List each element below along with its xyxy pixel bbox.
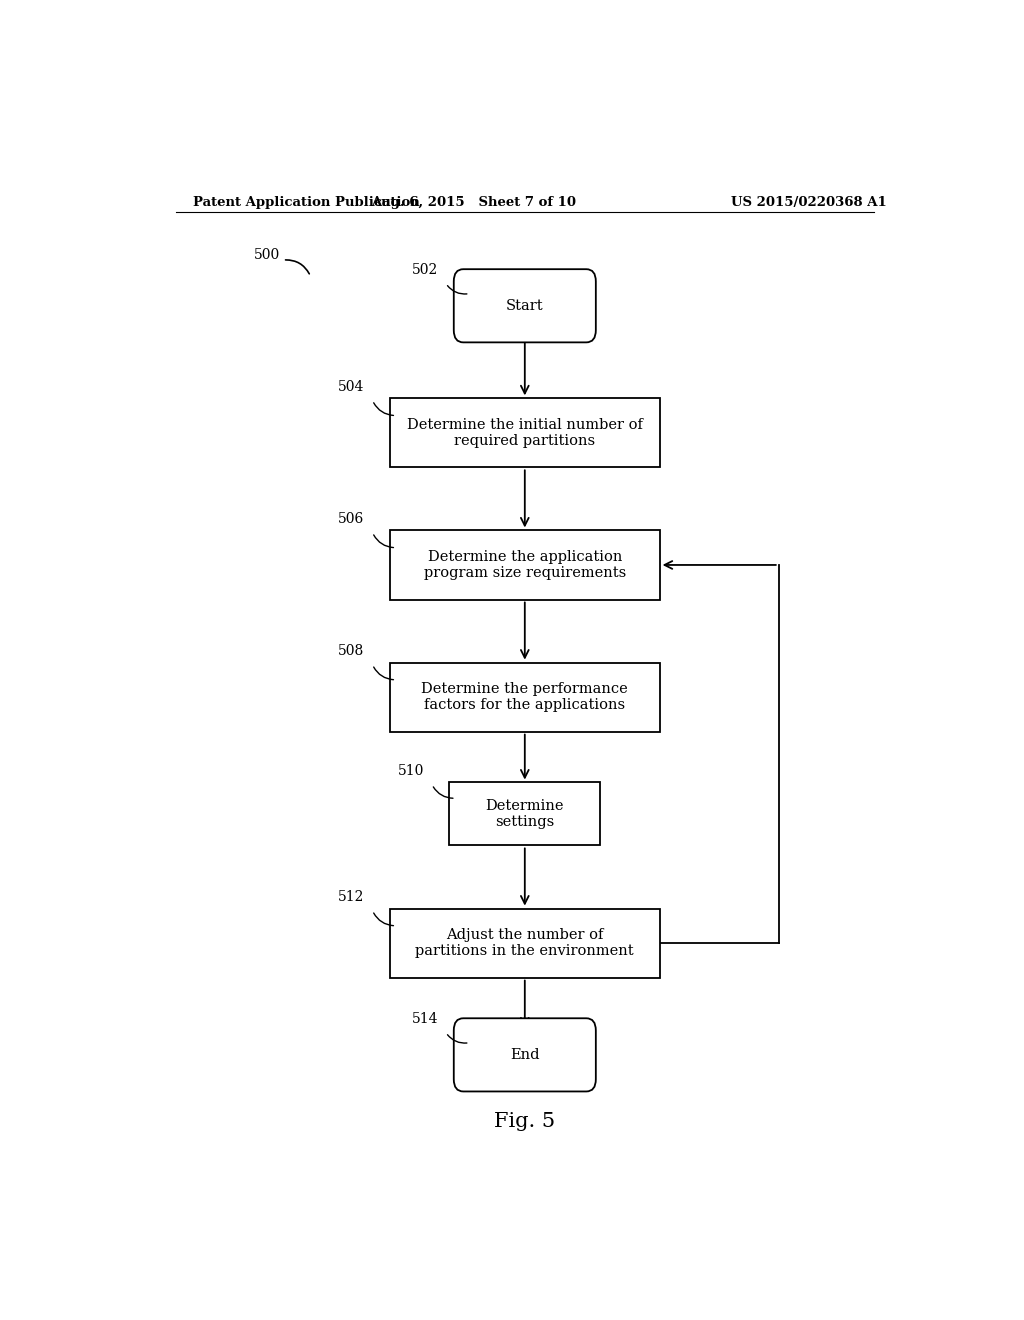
Text: End: End xyxy=(510,1048,540,1061)
Text: 504: 504 xyxy=(338,380,365,395)
FancyBboxPatch shape xyxy=(454,1018,596,1092)
Text: 500: 500 xyxy=(254,248,280,261)
Bar xyxy=(390,399,659,467)
Bar xyxy=(450,783,600,846)
Text: US 2015/0220368 A1: US 2015/0220368 A1 xyxy=(731,195,887,209)
Text: Determine the initial number of
required partitions: Determine the initial number of required… xyxy=(407,417,643,447)
Text: Fig. 5: Fig. 5 xyxy=(495,1113,555,1131)
Text: Start: Start xyxy=(506,298,544,313)
Bar xyxy=(390,531,659,599)
FancyBboxPatch shape xyxy=(454,269,596,342)
Text: Determine
settings: Determine settings xyxy=(485,799,564,829)
Text: 512: 512 xyxy=(338,891,365,904)
Text: 508: 508 xyxy=(338,644,365,659)
Text: Adjust the number of
partitions in the environment: Adjust the number of partitions in the e… xyxy=(416,928,634,958)
Text: 506: 506 xyxy=(338,512,365,527)
Text: 514: 514 xyxy=(412,1012,438,1027)
Text: Aug. 6, 2015   Sheet 7 of 10: Aug. 6, 2015 Sheet 7 of 10 xyxy=(371,195,575,209)
Text: 510: 510 xyxy=(397,764,424,779)
Text: Patent Application Publication: Patent Application Publication xyxy=(194,195,420,209)
Bar xyxy=(390,663,659,731)
Bar xyxy=(390,908,659,978)
Text: Determine the performance
factors for the applications: Determine the performance factors for th… xyxy=(422,682,628,713)
Text: 502: 502 xyxy=(412,263,438,277)
Text: Determine the application
program size requirements: Determine the application program size r… xyxy=(424,550,626,579)
